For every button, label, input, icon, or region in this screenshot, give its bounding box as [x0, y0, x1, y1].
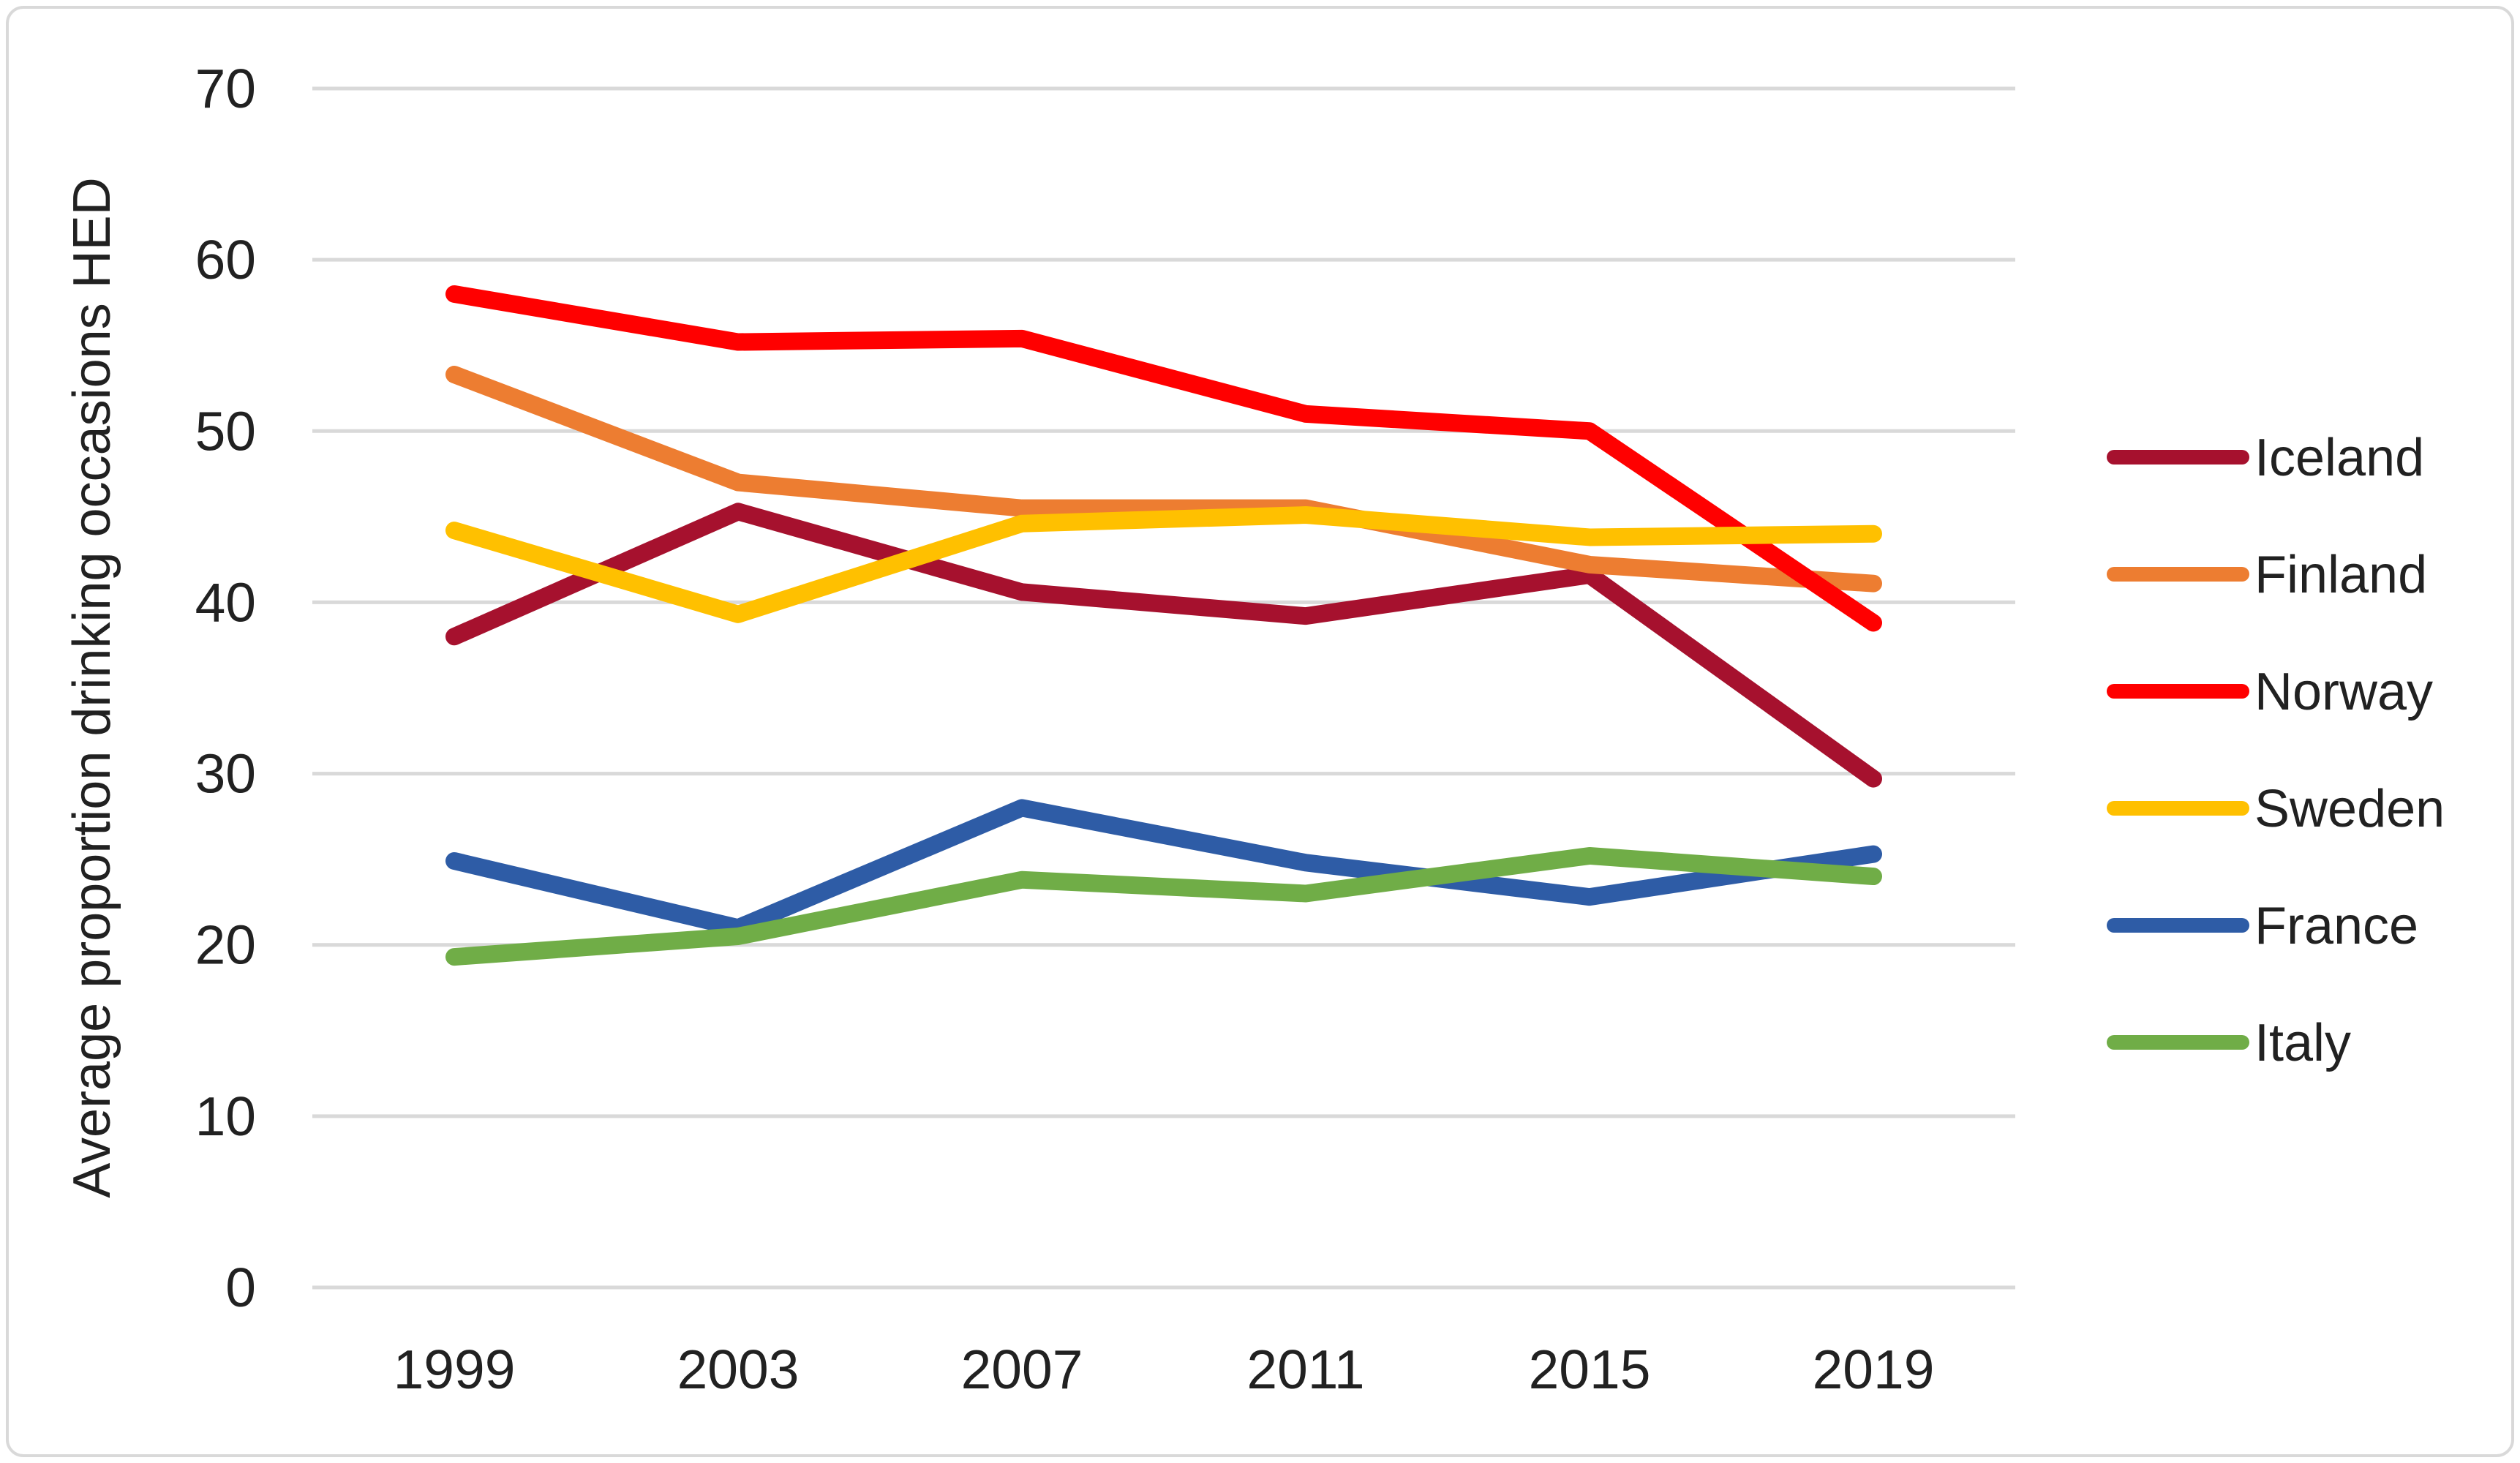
y-tick-label-30: 30 [195, 743, 256, 805]
y-tick-label-70: 70 [195, 58, 256, 119]
y-axis-tick-labels: 0 10 20 30 40 50 60 70 [195, 58, 256, 1318]
x-tick-label-1999: 1999 [394, 1339, 516, 1400]
x-axis-tick-labels: 1999 2003 2007 2011 2015 2019 [394, 1339, 1935, 1400]
x-tick-label-2015: 2015 [1529, 1339, 1651, 1400]
series-line-sweden [445, 506, 1882, 623]
legend-label-iceland: Iceland [2254, 429, 2424, 487]
series-line-iceland [445, 503, 1882, 788]
y-tick-label-0: 0 [225, 1257, 256, 1318]
x-tick-label-2011: 2011 [1246, 1339, 1364, 1400]
y-tick-label-40: 40 [195, 571, 256, 633]
series-lines-group [445, 285, 1882, 966]
x-tick-label-2019: 2019 [1813, 1339, 1935, 1400]
legend-label-norway: Norway [2254, 663, 2433, 721]
y-tick-label-50: 50 [195, 400, 256, 462]
legend-label-france: France [2254, 897, 2418, 955]
series-line-france [445, 799, 1882, 937]
x-tick-label-2007: 2007 [961, 1339, 1083, 1400]
series-line-italy [445, 846, 1882, 966]
legend-label-sweden: Sweden [2254, 780, 2445, 838]
y-tick-label-20: 20 [195, 914, 256, 976]
series-line-finland [445, 366, 1882, 593]
y-axis-title: Average proportion drinking occasions HE… [63, 177, 121, 1197]
legend-label-finland: Finland [2254, 546, 2427, 604]
series-line-norway [445, 285, 1882, 632]
y-tick-label-60: 60 [195, 229, 256, 290]
y-tick-label-10: 10 [195, 1086, 256, 1147]
chart-border [6, 6, 2514, 1457]
legend-label-italy: Italy [2254, 1014, 2351, 1072]
x-tick-label-2003: 2003 [677, 1339, 800, 1400]
legend: Iceland Finland Norway Sweden France Italy [2107, 429, 2445, 1072]
